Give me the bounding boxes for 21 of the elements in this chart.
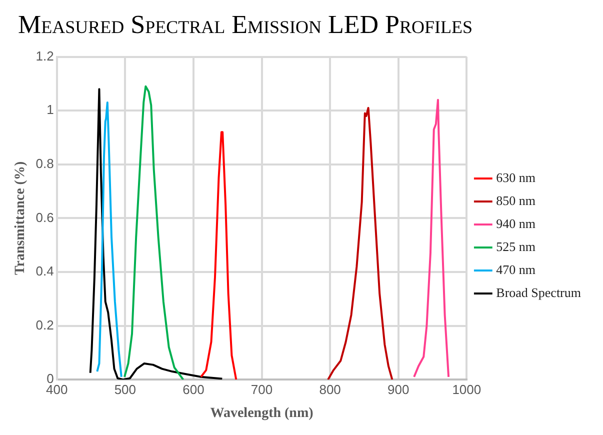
y-tick-label: 1 (46, 102, 54, 118)
x-tick-label: 1000 (452, 382, 482, 397)
legend-label: 630 nm (496, 170, 536, 185)
y-tick-label: 0.2 (36, 317, 54, 332)
y-tick-label: 1.2 (36, 48, 54, 64)
y-tick-label: 0.8 (36, 156, 54, 171)
x-tick-label: 600 (182, 382, 204, 397)
x-tick-label: 700 (250, 382, 273, 397)
chart-title: Measured Spectral Emission LED Profiles (17, 9, 474, 41)
y-tick-label: 0.6 (36, 210, 54, 225)
x-axis-title: Wavelength (nm) (210, 406, 314, 422)
x-tick-label: 500 (114, 382, 136, 397)
x-tick-label: 900 (388, 382, 410, 397)
y-tick-label: 0.4 (36, 264, 54, 279)
y-axis-title: Transmittance (%) (13, 161, 28, 276)
x-tick-label: 800 (319, 382, 341, 397)
legend-label: 470 nm (496, 262, 536, 277)
legend-label: 525 nm (496, 238, 536, 254)
legend-label: Broad Spectrum (496, 284, 581, 300)
legend-label: 850 nm (496, 192, 536, 208)
legend-label: 940 nm (496, 216, 536, 231)
